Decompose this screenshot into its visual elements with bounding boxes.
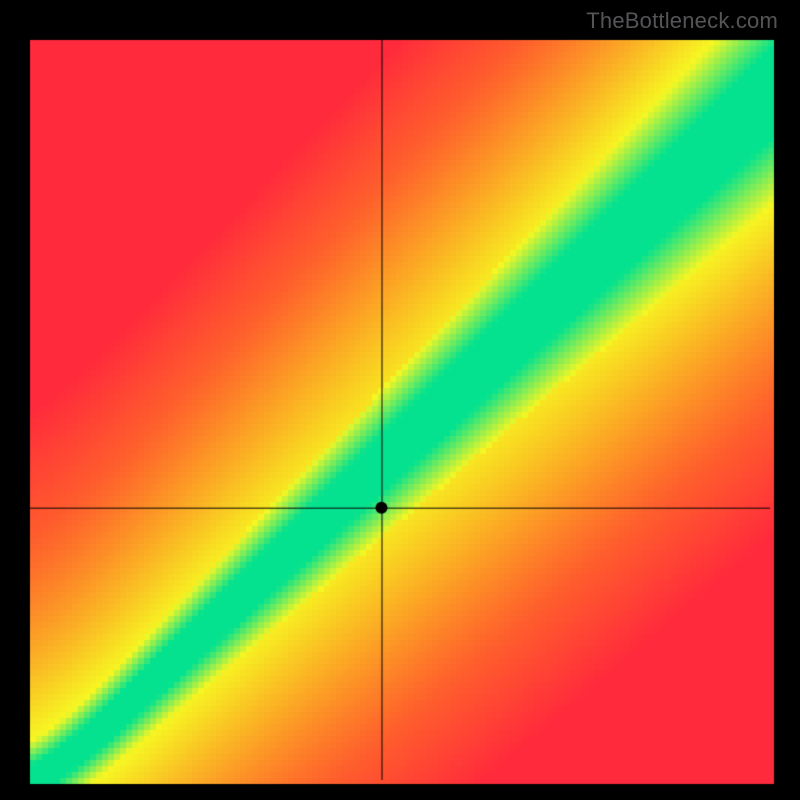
bottleneck-heatmap <box>0 0 800 800</box>
chart-container: { "watermark": { "text": "TheBottleneck.… <box>0 0 800 800</box>
watermark-text: TheBottleneck.com <box>586 8 778 34</box>
